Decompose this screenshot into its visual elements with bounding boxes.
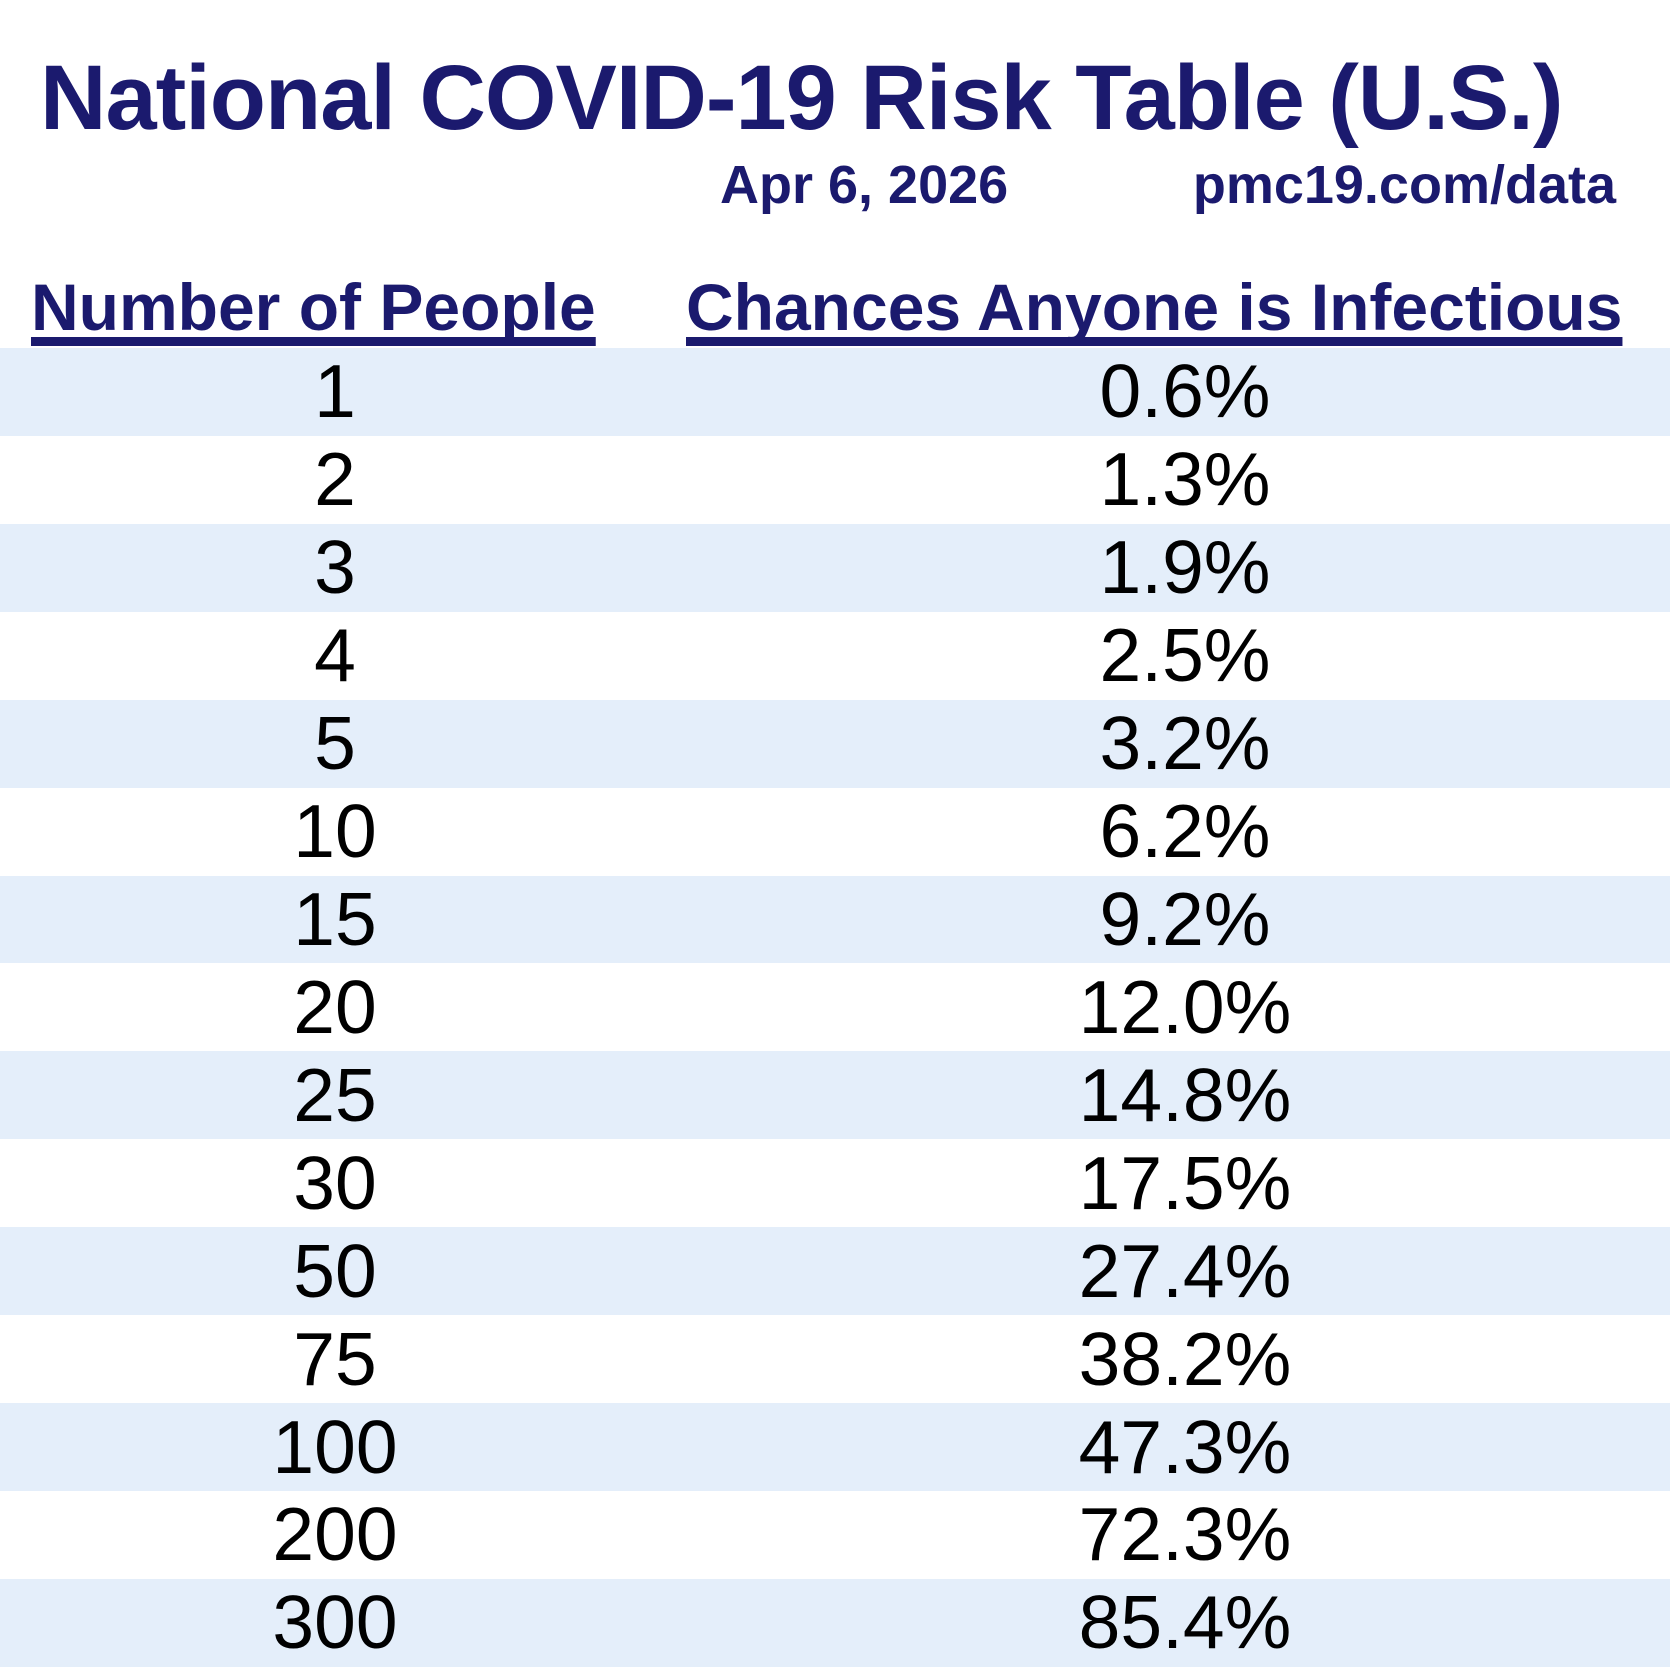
people-count-cell: 1 bbox=[314, 349, 356, 434]
column-header-chances-infectious: Chances Anyone is Infectious bbox=[686, 270, 1623, 344]
people-count-cell: 15 bbox=[293, 876, 377, 961]
people-count-cell: 30 bbox=[293, 1140, 377, 1225]
people-count-cell: 4 bbox=[314, 613, 356, 698]
people-count-cell: 10 bbox=[293, 789, 377, 874]
people-count-cell: 5 bbox=[314, 701, 356, 786]
table-row: 20 12.0% bbox=[0, 963, 1670, 1052]
table-row: 2 1.3% bbox=[0, 435, 1670, 524]
table-row: 3 1.9% bbox=[0, 523, 1670, 612]
people-count-cell: 75 bbox=[293, 1316, 377, 1401]
table-row: 300 85.4% bbox=[0, 1578, 1670, 1667]
table-row: 100 47.3% bbox=[0, 1403, 1670, 1491]
subline: Apr 6, 2026 pmc19.com/data bbox=[0, 158, 1670, 218]
source-url-label: pmc19.com/data bbox=[1192, 155, 1616, 215]
infectious-chance-cell: 6.2% bbox=[1099, 789, 1271, 874]
infectious-chance-cell: 3.2% bbox=[1099, 701, 1271, 786]
page-title: National COVID-19 Risk Table (U.S.) bbox=[40, 47, 1563, 149]
table-body: 1 0.6% 2 1.3% 3 1.9% 4 2.5% 5 3.2% 10 6.2% 15 9.2% 20 1… bbox=[0, 348, 1670, 1667]
people-count-cell: 50 bbox=[293, 1228, 377, 1313]
people-count-cell: 20 bbox=[293, 964, 377, 1049]
table-row: 200 72.3% bbox=[0, 1490, 1670, 1579]
column-header-number-of-people: Number of People bbox=[31, 270, 596, 344]
infectious-chance-cell: 85.4% bbox=[1078, 1580, 1292, 1665]
infectious-chance-cell: 47.3% bbox=[1078, 1404, 1292, 1489]
people-count-cell: 2 bbox=[314, 437, 356, 522]
infectious-chance-cell: 17.5% bbox=[1078, 1140, 1292, 1225]
infectious-chance-cell: 0.6% bbox=[1099, 349, 1271, 434]
people-count-cell: 200 bbox=[272, 1492, 398, 1577]
infectious-chance-cell: 27.4% bbox=[1078, 1228, 1292, 1313]
date-label: Apr 6, 2026 bbox=[720, 155, 1009, 215]
people-count-cell: 100 bbox=[272, 1404, 398, 1489]
table-row: 30 17.5% bbox=[0, 1139, 1670, 1228]
infectious-chance-cell: 1.9% bbox=[1099, 525, 1271, 610]
infectious-chance-cell: 38.2% bbox=[1078, 1316, 1292, 1401]
people-count-cell: 3 bbox=[314, 525, 356, 610]
table-row: 15 9.2% bbox=[0, 875, 1670, 964]
table-row: 5 3.2% bbox=[0, 699, 1670, 788]
table-row: 25 14.8% bbox=[0, 1051, 1670, 1140]
table-row: 1 0.6% bbox=[0, 348, 1670, 436]
infectious-chance-cell: 2.5% bbox=[1099, 613, 1271, 698]
infectious-chance-cell: 9.2% bbox=[1099, 876, 1271, 961]
infectious-chance-cell: 12.0% bbox=[1078, 964, 1292, 1049]
infectious-chance-cell: 14.8% bbox=[1078, 1052, 1292, 1137]
table-row: 10 6.2% bbox=[0, 787, 1670, 876]
table-row: 4 2.5% bbox=[0, 611, 1670, 700]
infectious-chance-cell: 1.3% bbox=[1099, 437, 1271, 522]
table-row: 75 38.2% bbox=[0, 1315, 1670, 1404]
people-count-cell: 25 bbox=[293, 1052, 377, 1137]
infectious-chance-cell: 72.3% bbox=[1078, 1492, 1292, 1577]
people-count-cell: 300 bbox=[272, 1580, 398, 1665]
table-row: 50 27.4% bbox=[0, 1227, 1670, 1316]
